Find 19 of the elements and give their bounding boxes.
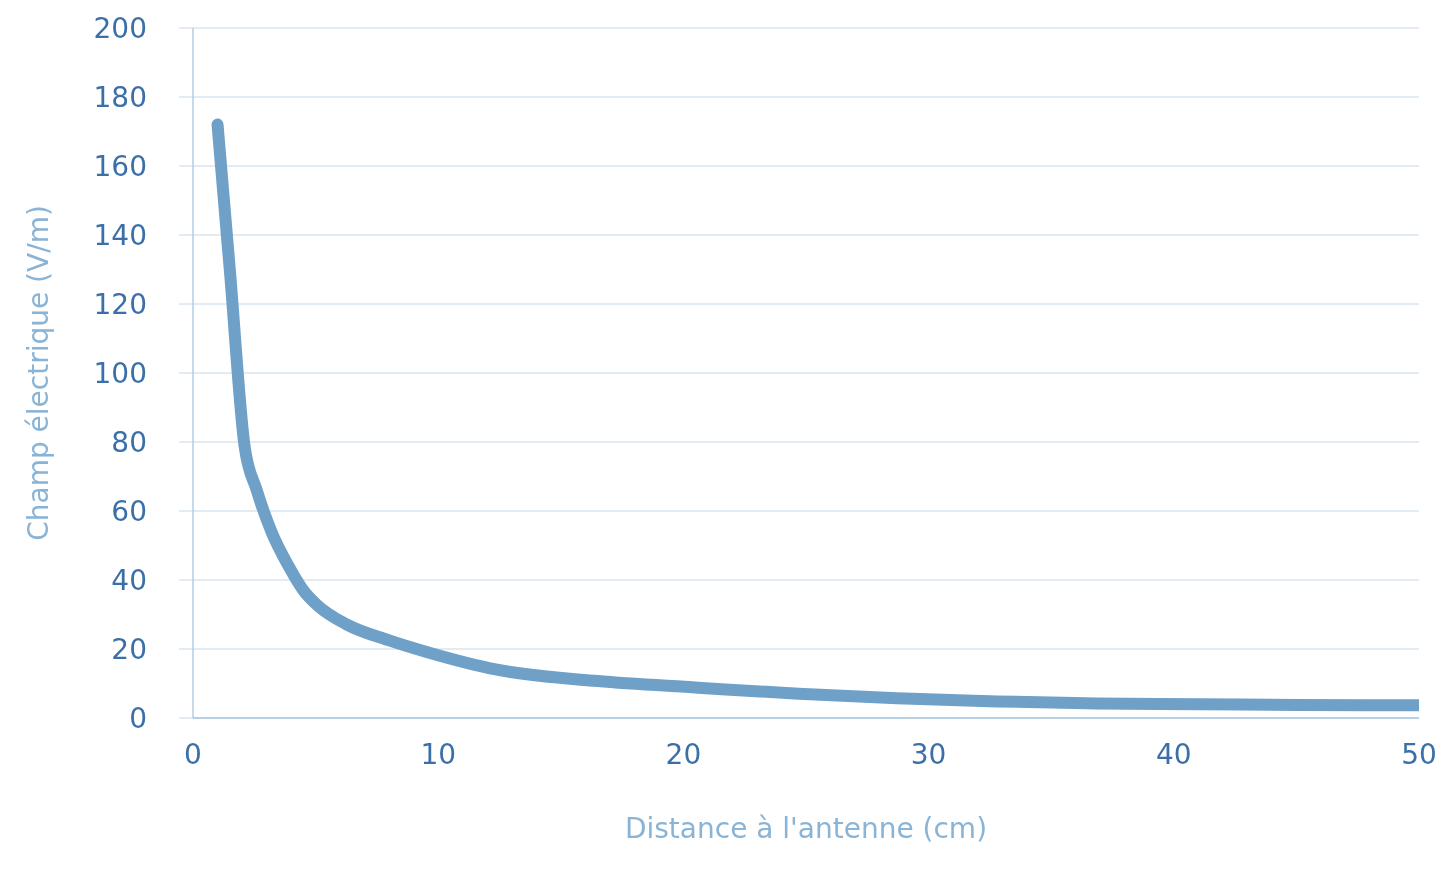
x-tick-label: 10 — [420, 737, 457, 771]
x-tick-label: 30 — [910, 737, 947, 771]
x-tick-label: 50 — [1401, 737, 1437, 771]
x-axis-title: Distance à l'antenne (cm) — [624, 812, 988, 845]
x-tick-label: 0 — [184, 737, 202, 771]
y-tick-label: 20 — [111, 632, 147, 666]
y-tick-label: 40 — [111, 563, 147, 597]
x-tick-label: 20 — [665, 737, 702, 771]
y-tick-label: 60 — [111, 494, 147, 528]
y-tick-label: 120 — [93, 287, 147, 321]
y-axis-title: Champ électrique (V/m) — [21, 205, 55, 541]
y-tick-label: 180 — [93, 80, 147, 114]
y-tick-label: 140 — [93, 218, 147, 252]
y-tick-label: 80 — [111, 425, 147, 459]
y-tick-label: 100 — [93, 356, 147, 390]
y-tick-label: 0 — [129, 701, 147, 735]
x-tick-label: 40 — [1155, 737, 1192, 771]
y-tick-label: 200 — [93, 11, 147, 45]
y-tick-label: 160 — [93, 149, 147, 183]
